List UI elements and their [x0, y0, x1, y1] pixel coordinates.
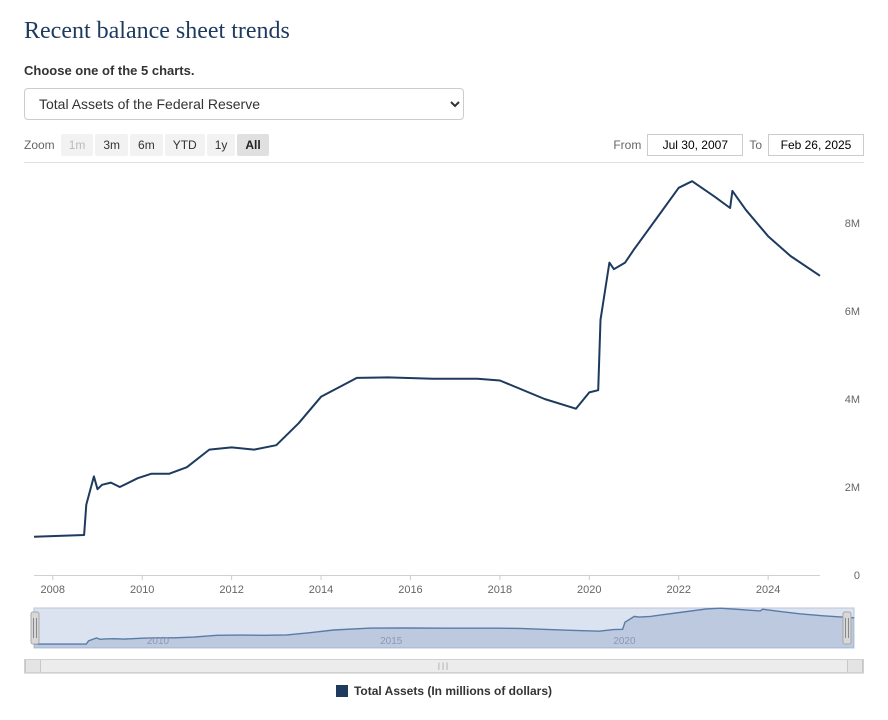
page-title: Recent balance sheet trends [24, 18, 864, 45]
controls-row: Zoom 1m3m6mYTD1yAll From To [24, 134, 864, 156]
svg-text:2022: 2022 [666, 584, 690, 596]
svg-text:2010: 2010 [147, 636, 170, 647]
zoom-label: Zoom [24, 138, 55, 152]
navigator-handle[interactable] [31, 612, 39, 644]
range-navigator[interactable]: 2010 2015 2020 [24, 604, 864, 652]
zoom-button-1y[interactable]: 1y [207, 134, 236, 156]
navigator-handle[interactable] [843, 612, 851, 644]
svg-text:2008: 2008 [41, 584, 65, 596]
zoom-button-ytd[interactable]: YTD [165, 134, 205, 156]
svg-text:6M: 6M [845, 306, 860, 318]
svg-text:8M: 8M [845, 218, 860, 230]
zoom-button-3m[interactable]: 3m [95, 134, 128, 156]
legend-label: Total Assets (In millions of dollars) [354, 684, 552, 698]
svg-text:0: 0 [854, 570, 860, 582]
legend: Total Assets (In millions of dollars) [24, 674, 864, 702]
svg-text:2020: 2020 [577, 584, 601, 596]
navigator-scrollbar[interactable]: ||| [24, 659, 864, 673]
svg-text:2014: 2014 [309, 584, 333, 596]
range-to-input[interactable] [768, 134, 864, 156]
svg-text:2020: 2020 [613, 636, 636, 647]
range-from-input[interactable] [647, 134, 743, 156]
svg-text:2018: 2018 [488, 584, 512, 596]
main-chart[interactable]: 0 2M 4M 6M 8M 2008 2010 2012 2014 2016 2018 2020 202… [24, 169, 864, 599]
range-from-label: From [613, 138, 641, 152]
svg-text:2024: 2024 [756, 584, 780, 596]
chooser-label: Choose one of the 5 charts. [24, 63, 864, 78]
chart-frame: 0 2M 4M 6M 8M 2008 2010 2012 2014 2016 2018 2020 202… [24, 162, 864, 674]
chart-selector[interactable]: Total Assets of the Federal Reserve [24, 88, 464, 120]
svg-text:2015: 2015 [380, 636, 403, 647]
legend-swatch [336, 685, 348, 697]
svg-text:2010: 2010 [130, 584, 154, 596]
range-to-label: To [749, 138, 762, 152]
zoom-button-1m: 1m [61, 134, 94, 156]
zoom-button-all[interactable]: All [237, 134, 268, 156]
svg-text:2M: 2M [845, 482, 860, 494]
zoom-button-6m[interactable]: 6m [130, 134, 163, 156]
svg-text:2012: 2012 [219, 584, 243, 596]
svg-text:4M: 4M [845, 394, 860, 406]
svg-text:2016: 2016 [398, 584, 422, 596]
